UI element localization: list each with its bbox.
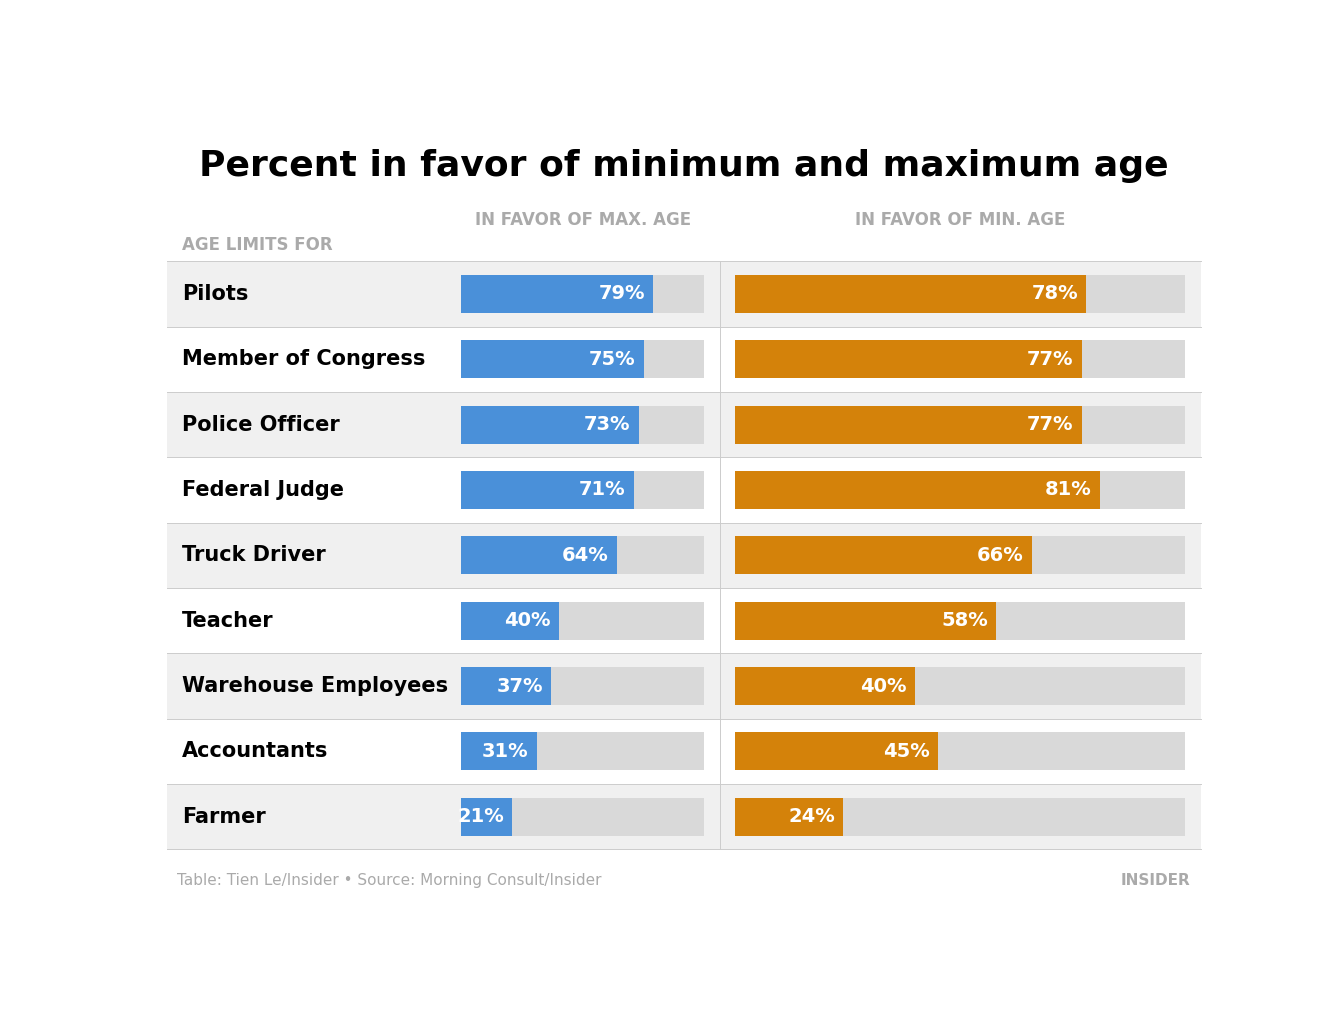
Text: Farmer: Farmer — [183, 807, 265, 827]
FancyBboxPatch shape — [735, 536, 1033, 574]
Text: 31%: 31% — [482, 742, 528, 761]
Text: Accountants: Accountants — [183, 742, 328, 761]
Text: 21%: 21% — [458, 808, 504, 826]
FancyBboxPatch shape — [735, 405, 1185, 444]
Text: 78%: 78% — [1031, 284, 1078, 304]
FancyBboxPatch shape — [462, 536, 704, 574]
FancyBboxPatch shape — [735, 798, 1185, 836]
Text: Pilots: Pilots — [183, 283, 248, 304]
FancyBboxPatch shape — [462, 471, 704, 509]
FancyBboxPatch shape — [735, 471, 1099, 509]
Text: IN FAVOR OF MIN. AGE: IN FAVOR OF MIN. AGE — [855, 210, 1066, 229]
FancyBboxPatch shape — [735, 471, 1185, 509]
Text: 71%: 71% — [579, 481, 626, 500]
FancyBboxPatch shape — [735, 340, 1185, 378]
FancyBboxPatch shape — [735, 275, 1185, 313]
FancyBboxPatch shape — [462, 471, 634, 509]
FancyBboxPatch shape — [735, 601, 1185, 640]
FancyBboxPatch shape — [735, 536, 1185, 574]
Text: Table: Tien Le/Insider • Source: Morning Consult/Insider: Table: Tien Le/Insider • Source: Morning… — [177, 874, 602, 888]
FancyBboxPatch shape — [462, 536, 616, 574]
FancyBboxPatch shape — [462, 668, 704, 705]
FancyBboxPatch shape — [462, 733, 536, 770]
Text: 58%: 58% — [942, 612, 988, 630]
FancyBboxPatch shape — [167, 718, 1201, 784]
Text: 79%: 79% — [599, 284, 646, 304]
FancyBboxPatch shape — [462, 601, 559, 640]
FancyBboxPatch shape — [167, 784, 1201, 849]
FancyBboxPatch shape — [735, 668, 1185, 705]
FancyBboxPatch shape — [462, 733, 704, 770]
Text: 45%: 45% — [883, 742, 930, 761]
FancyBboxPatch shape — [462, 340, 643, 378]
FancyBboxPatch shape — [462, 275, 654, 313]
Text: 66%: 66% — [978, 546, 1025, 565]
Text: 77%: 77% — [1027, 416, 1074, 434]
FancyBboxPatch shape — [167, 326, 1201, 392]
Text: 77%: 77% — [1027, 350, 1074, 369]
FancyBboxPatch shape — [462, 340, 704, 378]
Text: Member of Congress: Member of Congress — [183, 350, 426, 369]
Text: AGE LIMITS FOR: AGE LIMITS FOR — [183, 236, 334, 254]
Text: 75%: 75% — [588, 350, 635, 369]
Text: 40%: 40% — [504, 612, 551, 630]
Text: INSIDER: INSIDER — [1121, 874, 1190, 888]
FancyBboxPatch shape — [735, 405, 1082, 444]
FancyBboxPatch shape — [462, 275, 704, 313]
FancyBboxPatch shape — [462, 601, 704, 640]
FancyBboxPatch shape — [167, 522, 1201, 588]
Text: Police Officer: Police Officer — [183, 415, 340, 435]
Text: 40%: 40% — [860, 677, 907, 696]
FancyBboxPatch shape — [462, 798, 704, 836]
FancyBboxPatch shape — [167, 261, 1201, 326]
FancyBboxPatch shape — [462, 405, 639, 444]
FancyBboxPatch shape — [167, 457, 1201, 522]
FancyBboxPatch shape — [462, 798, 512, 836]
Text: IN FAVOR OF MAX. AGE: IN FAVOR OF MAX. AGE — [475, 210, 691, 229]
FancyBboxPatch shape — [735, 798, 843, 836]
FancyBboxPatch shape — [735, 340, 1082, 378]
Text: 81%: 81% — [1045, 481, 1091, 500]
FancyBboxPatch shape — [735, 668, 915, 705]
Text: 24%: 24% — [788, 808, 835, 826]
FancyBboxPatch shape — [462, 668, 551, 705]
Text: Teacher: Teacher — [183, 611, 273, 631]
Text: Percent in favor of minimum and maximum age: Percent in favor of minimum and maximum … — [199, 149, 1169, 183]
Text: 64%: 64% — [562, 546, 608, 565]
Text: 73%: 73% — [584, 416, 631, 434]
FancyBboxPatch shape — [167, 392, 1201, 457]
FancyBboxPatch shape — [735, 733, 938, 770]
FancyBboxPatch shape — [735, 601, 996, 640]
Text: Truck Driver: Truck Driver — [183, 546, 325, 565]
FancyBboxPatch shape — [735, 733, 1185, 770]
FancyBboxPatch shape — [167, 653, 1201, 718]
FancyBboxPatch shape — [462, 405, 704, 444]
Text: Warehouse Employees: Warehouse Employees — [183, 676, 448, 696]
Text: Federal Judge: Federal Judge — [183, 480, 344, 500]
Text: 37%: 37% — [496, 677, 543, 696]
FancyBboxPatch shape — [735, 275, 1086, 313]
FancyBboxPatch shape — [167, 588, 1201, 653]
